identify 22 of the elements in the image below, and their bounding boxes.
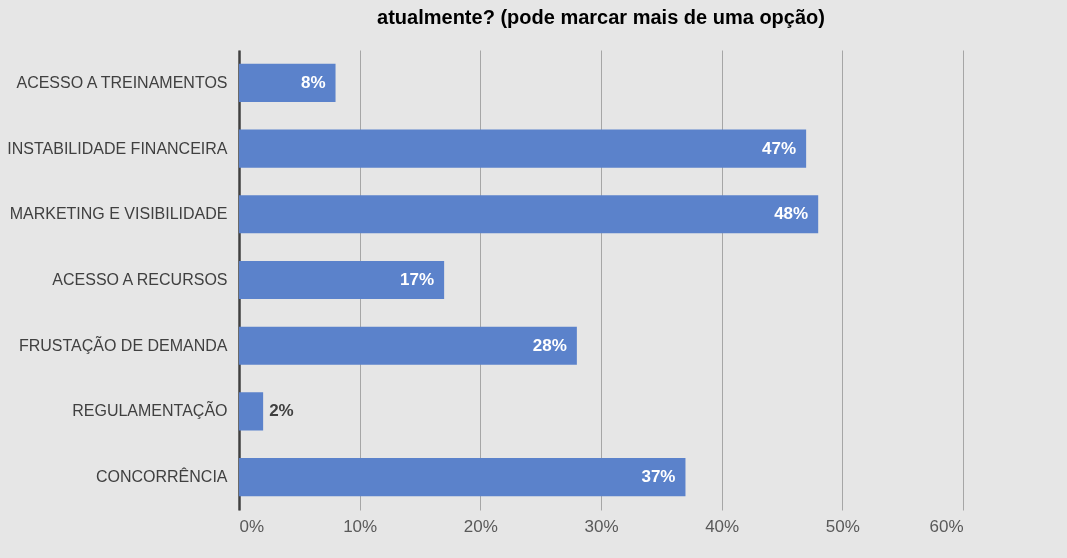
y-tick-label: ACESSO A RECURSOS (52, 271, 228, 288)
y-tick-label: CONCORRÊNCIA (95, 467, 228, 486)
x-tick-label: 10% (343, 516, 378, 536)
x-tick-label: 0% (239, 516, 265, 536)
y-tick-label: ACESSO A TREINAMENTOS (16, 73, 228, 91)
x-tick-label: 30% (584, 516, 619, 536)
data-label: 37% (641, 467, 676, 487)
data-label: 17% (400, 270, 435, 289)
x-tick-label: 40% (705, 516, 740, 536)
chart-title: atualmente? (pode marcar mais de uma opção) (377, 6, 825, 28)
y-tick-label: FRUSTAÇÃO DE DEMANDA (18, 334, 228, 354)
data-label: 8% (300, 72, 326, 92)
data-label: 47% (762, 138, 797, 158)
x-tick-label: 50% (825, 516, 860, 536)
y-tick-label: MARKETING E VISIBILIDADE (9, 205, 228, 223)
y-tick-label: REGULAMENTAÇÃO (72, 400, 228, 420)
data-label: 28% (532, 335, 567, 355)
data-label: 48% (774, 204, 809, 224)
y-tick-label: INSTABILIDADE FINANCEIRA (7, 139, 228, 157)
x-tick-label: 60% (929, 516, 964, 536)
x-tick-label: 20% (463, 516, 498, 536)
data-label: 2% (269, 401, 294, 421)
